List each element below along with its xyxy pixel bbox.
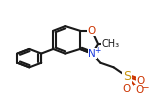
Text: O: O [123, 84, 131, 93]
Text: −: − [141, 82, 149, 91]
Text: N: N [88, 49, 96, 59]
Text: +: + [95, 46, 101, 55]
Text: O: O [137, 76, 145, 86]
Text: CH₃: CH₃ [101, 39, 120, 49]
Text: O: O [88, 26, 96, 36]
Text: S: S [123, 70, 131, 83]
Text: O: O [135, 85, 143, 95]
